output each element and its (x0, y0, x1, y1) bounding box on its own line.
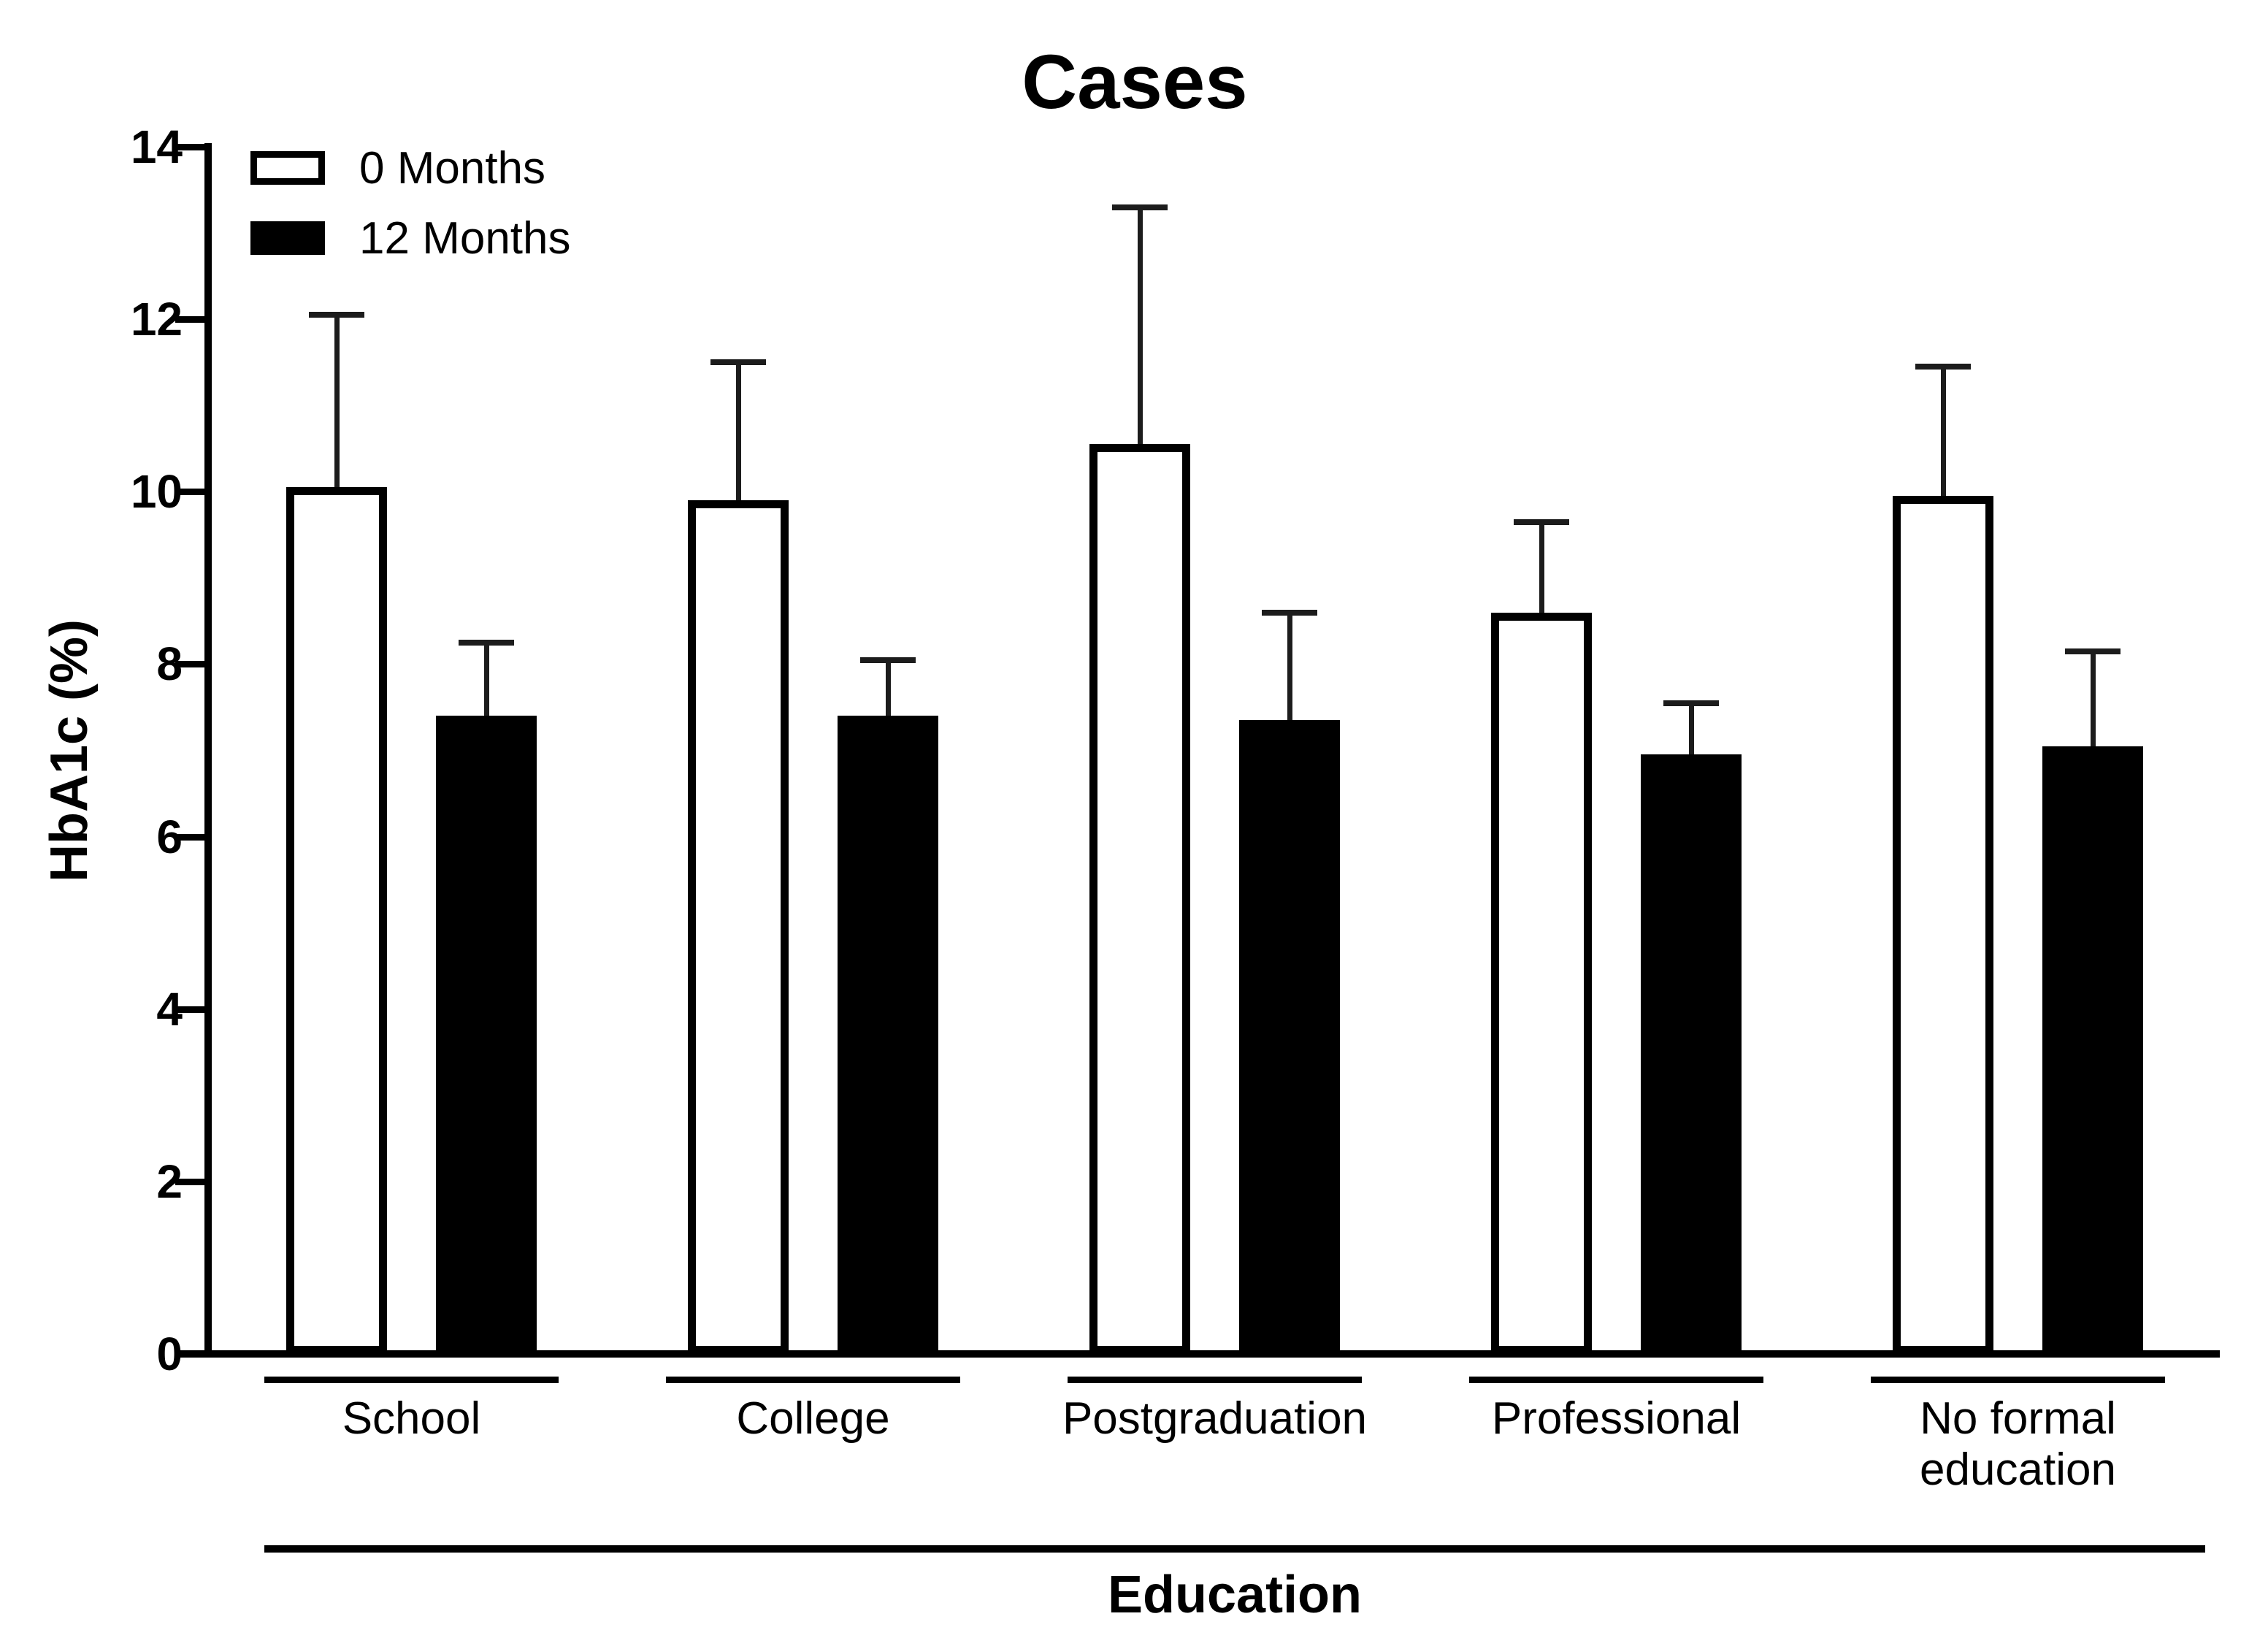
error-bar-cap (1112, 204, 1168, 210)
bar-0-months-group-4 (1893, 496, 1993, 1354)
y-tick-mark (175, 488, 208, 495)
legend-label-0-months: 0 Months (359, 143, 546, 194)
category-underline (666, 1377, 960, 1383)
category-underline (264, 1377, 559, 1383)
error-bar-cap (1663, 700, 1719, 706)
y-tick-mark (175, 833, 208, 841)
y-tick-label: 14 (130, 120, 183, 173)
bar-0-months-group-2 (1089, 444, 1190, 1354)
bar-12-months-group-2 (1239, 720, 1340, 1354)
x-category-label: School (342, 1393, 481, 1444)
x-category-label: No formal education (1920, 1393, 2116, 1495)
y-tick-label: 4 (156, 983, 183, 1036)
category-underline (1068, 1377, 1362, 1383)
error-bar-stem (1137, 207, 1143, 447)
y-tick-label: 0 (156, 1328, 183, 1380)
error-bar-stem (483, 643, 489, 719)
error-bar-cap (710, 359, 766, 365)
error-bar-cap (1514, 519, 1569, 525)
x-category-label: College (736, 1393, 890, 1444)
y-tick-mark (175, 315, 208, 323)
error-bar-stem (735, 362, 741, 503)
y-tick-mark (175, 1178, 208, 1185)
bar-12-months-group-3 (1641, 754, 1742, 1354)
error-bar-stem (334, 315, 340, 490)
error-bar-cap (1262, 610, 1317, 616)
bar-0-months-group-0 (286, 487, 387, 1354)
x-category-label: Postgraduation (1062, 1393, 1368, 1444)
legend-swatch-12-months (250, 221, 325, 255)
bar-12-months-group-0 (436, 716, 537, 1354)
y-axis-line (204, 143, 212, 1358)
bar-0-months-group-3 (1491, 613, 1592, 1354)
x-axis-line (175, 1350, 2220, 1358)
bar-12-months-group-1 (838, 716, 938, 1354)
y-tick-mark (175, 143, 208, 150)
error-bar-cap (459, 640, 514, 646)
y-tick-mark (175, 1006, 208, 1013)
error-bar-stem (1287, 613, 1292, 723)
error-bar-stem (1688, 703, 1694, 757)
y-tick-label: 2 (156, 1155, 183, 1208)
y-tick-label: 12 (130, 293, 183, 345)
error-bar-cap (309, 312, 364, 318)
error-bar-stem (2090, 651, 2096, 749)
legend-label-12-months: 12 Months (359, 213, 571, 264)
y-tick-label: 8 (156, 638, 183, 690)
error-bar-cap (1915, 364, 1971, 370)
error-bar-stem (885, 660, 891, 719)
bar-12-months-group-4 (2042, 746, 2143, 1354)
y-tick-label: 10 (130, 465, 183, 518)
error-bar-stem (1539, 522, 1544, 616)
error-bar-cap (2065, 648, 2120, 654)
category-underline (1871, 1377, 2165, 1383)
y-tick-label: 6 (156, 811, 183, 863)
legend-swatch-0-months (250, 151, 325, 185)
bar-0-months-group-1 (688, 500, 789, 1354)
x-axis-title: Education (1107, 1566, 1363, 1624)
category-underline (1469, 1377, 1763, 1383)
error-bar-cap (860, 657, 916, 663)
x-axis-group-line (264, 1545, 2205, 1553)
x-category-label: Professional (1491, 1393, 1742, 1444)
error-bar-stem (1940, 367, 1946, 499)
y-tick-mark (175, 660, 208, 667)
chart-title: Cases (1022, 39, 1248, 125)
